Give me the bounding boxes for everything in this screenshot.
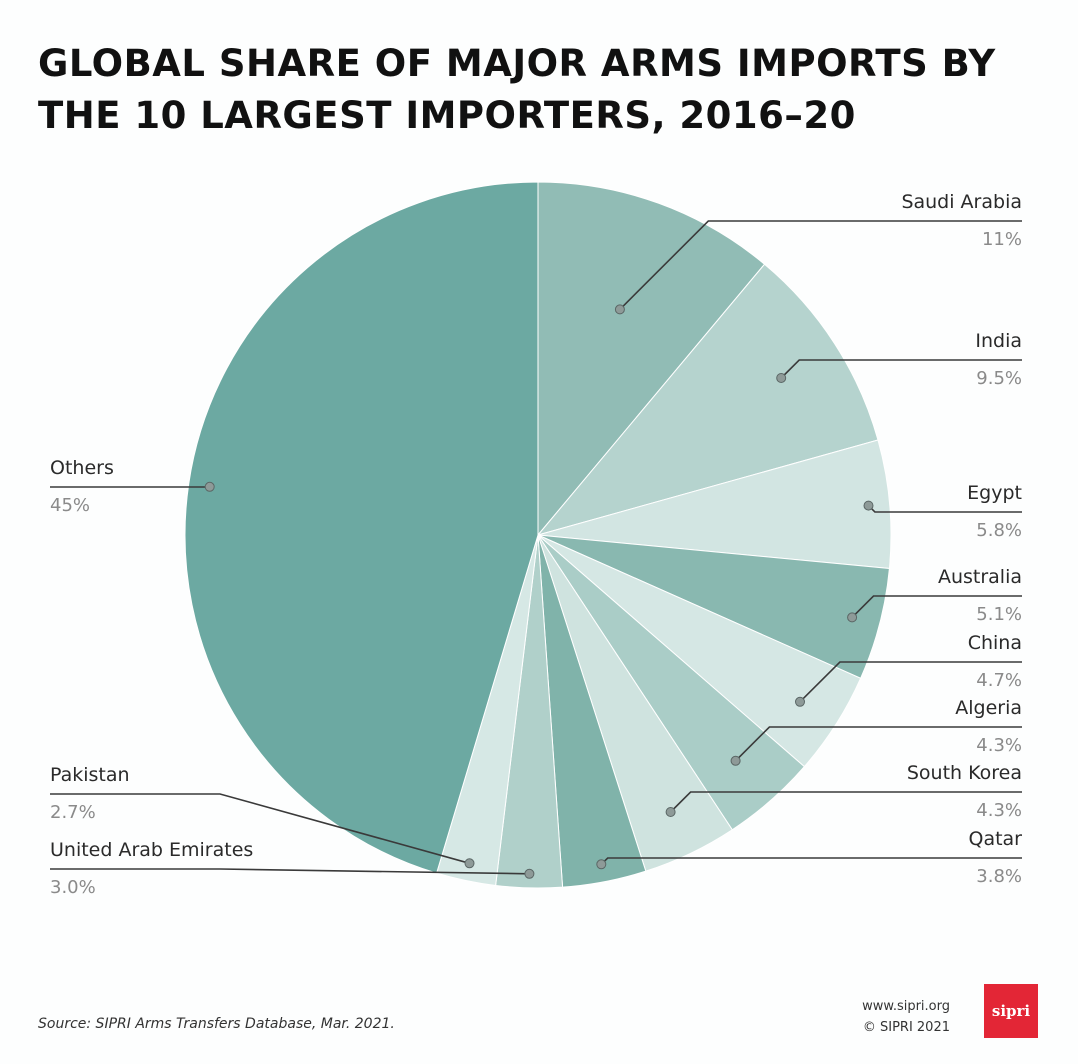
slice-value-saudi-arabia: 11% (982, 229, 1022, 250)
leader-dot-australia (847, 612, 858, 623)
slice-label-others: Others (50, 457, 114, 479)
leader-dot-algeria (730, 755, 741, 766)
leader-line-egypt (867, 505, 1022, 513)
slice-label-south-korea: South Korea (907, 762, 1022, 784)
pie-slice-others (184, 181, 539, 874)
leader-lines (50, 220, 1022, 879)
leader-line-united-arab-emirates (50, 868, 530, 875)
leader-line-pakistan (50, 793, 470, 865)
leader-line-algeria (735, 726, 1022, 762)
leader-dot-china (795, 696, 805, 707)
leader-dot-india (776, 373, 787, 383)
slice-label-china: China (968, 632, 1022, 654)
chart-title: GLOBAL SHARE OF MAJOR ARMS IMPORTS BY TH… (38, 38, 1048, 142)
leader-line-india (780, 359, 1022, 379)
leader-dot-others (204, 481, 215, 492)
slice-value-india: 9.5% (976, 368, 1022, 389)
slice-value-others: 45% (50, 495, 90, 516)
leader-dot-pakistan (464, 858, 475, 869)
slice-label-india: India (975, 330, 1022, 352)
leader-dot-egypt (863, 500, 874, 511)
slice-value-pakistan: 2.7% (50, 802, 96, 823)
leader-dot-saudi-arabia (614, 304, 625, 315)
website-link[interactable]: www.sipri.org (862, 999, 950, 1014)
sipri-logo: sipri (984, 984, 1038, 1038)
slice-value-egypt: 5.8% (976, 520, 1022, 541)
pie-slice-india (536, 263, 879, 536)
pie-slices (184, 181, 892, 889)
credits: www.sipri.org © SIPRI 2021 (828, 996, 950, 1038)
pie-slice-egypt (537, 439, 892, 570)
chart-title-line-1: GLOBAL SHARE OF MAJOR ARMS IMPORTS BY (38, 42, 996, 85)
leader-line-saudi-arabia (619, 220, 1022, 310)
slice-label-saudi-arabia: Saudi Arabia (901, 191, 1022, 213)
copyright-text: © SIPRI 2021 (862, 1020, 950, 1035)
leader-dot-south-korea (665, 807, 676, 817)
chart-title-line-2: THE 10 LARGEST IMPORTERS, 2016–20 (38, 94, 856, 137)
slice-value-united-arab-emirates: 3.0% (50, 877, 96, 898)
source-note: Source: SIPRI Arms Transfers Database, M… (38, 1016, 395, 1032)
slice-label-egypt: Egypt (967, 482, 1022, 504)
leader-dot-qatar (596, 859, 607, 870)
pie-slice-saudi-arabia (537, 181, 766, 537)
slice-label-united-arab-emirates: United Arab Emirates (50, 839, 253, 861)
slice-label-qatar: Qatar (968, 828, 1022, 850)
slice-value-australia: 5.1% (976, 604, 1022, 625)
slice-value-qatar: 3.8% (976, 866, 1022, 887)
slice-label-australia: Australia (938, 566, 1022, 588)
leader-line-australia (851, 595, 1022, 618)
slice-label-algeria: Algeria (955, 697, 1022, 719)
slice-value-china: 4.7% (976, 670, 1022, 691)
slice-labels: Saudi Arabia 11% India 9.5% Egypt 5.8% Austral… (50, 191, 1022, 898)
slice-value-south-korea: 4.3% (976, 800, 1022, 821)
slice-label-pakistan: Pakistan (50, 764, 130, 786)
slice-value-algeria: 4.3% (976, 735, 1022, 756)
leader-dot-united-arab-emirates (524, 868, 535, 879)
leader-line-south-korea (670, 791, 1022, 813)
leader-line-china (799, 661, 1022, 703)
